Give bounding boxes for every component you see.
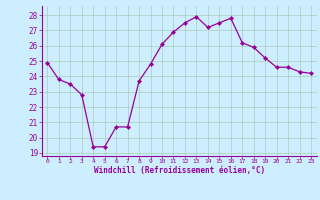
X-axis label: Windchill (Refroidissement éolien,°C): Windchill (Refroidissement éolien,°C) xyxy=(94,166,265,175)
